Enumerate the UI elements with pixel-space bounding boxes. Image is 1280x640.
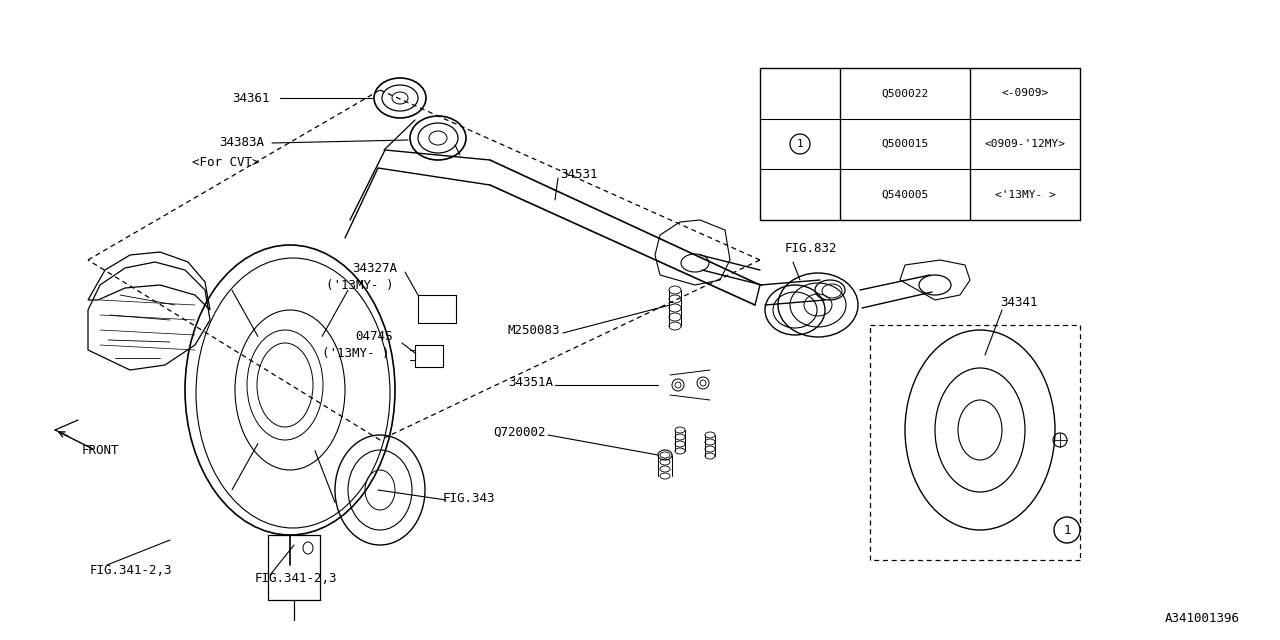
Text: Q720002: Q720002 <box>494 426 547 438</box>
Text: 0474S: 0474S <box>356 330 393 342</box>
Text: 1: 1 <box>796 139 804 149</box>
Text: 34351A: 34351A <box>508 376 553 388</box>
Text: <'13MY- >: <'13MY- > <box>995 189 1056 200</box>
Text: <-0909>: <-0909> <box>1001 88 1048 99</box>
Text: Q500022: Q500022 <box>882 88 928 99</box>
Text: 34383A: 34383A <box>219 136 264 150</box>
Text: <0909-'12MY>: <0909-'12MY> <box>984 139 1065 149</box>
Text: 34361: 34361 <box>233 92 270 104</box>
Text: FIG.341-2,3: FIG.341-2,3 <box>255 572 338 584</box>
Text: 34531: 34531 <box>561 168 598 182</box>
Text: FIG.341-2,3: FIG.341-2,3 <box>90 563 173 577</box>
Text: FRONT: FRONT <box>82 444 119 456</box>
Text: FIG.832: FIG.832 <box>785 241 837 255</box>
Text: M250083: M250083 <box>507 323 561 337</box>
Text: A341001396: A341001396 <box>1165 611 1240 625</box>
Text: 1: 1 <box>1064 524 1071 536</box>
Text: 34341: 34341 <box>1000 296 1038 308</box>
Text: Q540005: Q540005 <box>882 189 928 200</box>
Text: 34327A: 34327A <box>352 262 397 275</box>
Text: ('13MY- ): ('13MY- ) <box>325 278 393 291</box>
Text: <For CVT>: <For CVT> <box>192 157 260 170</box>
Text: ('13MY- ): ('13MY- ) <box>323 346 390 360</box>
Text: Q500015: Q500015 <box>882 139 928 149</box>
Text: FIG.343: FIG.343 <box>443 492 495 504</box>
